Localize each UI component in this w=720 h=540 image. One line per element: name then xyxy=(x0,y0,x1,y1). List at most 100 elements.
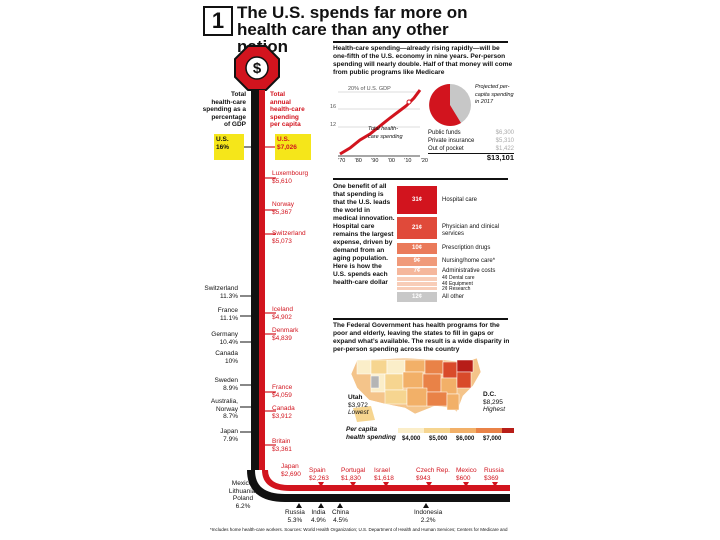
country-label: Sweden 8.9% xyxy=(214,377,239,392)
panel3-text: The Federal Government has health progra… xyxy=(333,322,510,353)
bar-drugs: 10¢ xyxy=(397,243,437,254)
x-tick: ’10 xyxy=(404,158,412,164)
bar-physician: 21¢ xyxy=(397,217,437,239)
legend-swatch xyxy=(502,428,514,433)
small-bar-row: 4¢ Dental care xyxy=(442,275,475,281)
marker-arrow xyxy=(318,482,324,487)
funding-table: Public funds $6,300 Private insurance $5,3… xyxy=(428,129,514,162)
panel-divider xyxy=(333,318,508,320)
marker-arrow xyxy=(337,503,343,508)
marker-arrow xyxy=(383,482,389,487)
bar-admin: 7¢ xyxy=(397,268,437,275)
us-pct-box: U.S. 16% xyxy=(214,134,244,160)
small-bar-labels: 4¢ Dental care 4¢ Equipment 2¢ Research xyxy=(442,275,475,293)
bar-label: Nursing/home care* xyxy=(442,258,496,264)
marker-arrow xyxy=(492,482,498,487)
line-label: Total health-care spending xyxy=(368,126,403,140)
country-label: Indonesia 2.2% xyxy=(414,509,443,524)
bar-label: Prescription drugs xyxy=(442,245,491,251)
country-label: Japan 7.9% xyxy=(220,428,238,443)
bar-dental xyxy=(397,277,437,281)
legend-line: annual xyxy=(270,98,291,106)
marker-arrow xyxy=(296,503,302,508)
bar-nursing: 9¢ xyxy=(397,257,437,266)
x-tick: ’00 xyxy=(387,158,395,164)
us-amount-box: U.S. $7,026 xyxy=(275,134,311,160)
map-legend-title: Per capita health spending xyxy=(346,426,396,441)
country-label: Germany 10.4% xyxy=(211,331,238,346)
table-row: Private insurance $5,310 xyxy=(428,138,514,144)
country-label: China 4.5% xyxy=(332,509,349,524)
svg-text:$: $ xyxy=(253,60,262,77)
country-label: Spain $2,263 xyxy=(309,467,329,482)
country-label: Luxembourg $5,610 xyxy=(272,170,309,185)
dc-label: D.C. $8,295 Highest xyxy=(483,391,506,413)
marker-arrow xyxy=(426,482,432,487)
legend-line: percentage xyxy=(211,113,246,121)
country-label: Russia $369 xyxy=(484,467,504,482)
legend-line: spending xyxy=(270,113,299,121)
bar-label: All other xyxy=(442,294,465,300)
bar-hospital: 31¢ xyxy=(397,186,437,214)
panel-divider xyxy=(333,178,508,180)
panel1-text: Health-care spending—already rising rapi… xyxy=(333,45,513,76)
footnote: *Includes home health-care workers. Sour… xyxy=(210,527,508,532)
legend-line: health-care xyxy=(270,106,305,113)
country-label: Australia, Norway 8.7% xyxy=(210,398,238,420)
legend-tick: $7,000 xyxy=(483,436,502,442)
legend-tick: $5,000 xyxy=(429,436,448,442)
pct-gdp-legend: Total health-care spending as a percenta… xyxy=(202,91,246,129)
panel-divider xyxy=(333,41,508,43)
country-label: Canada $3,912 xyxy=(272,405,295,420)
per-capita-legend: Total annual health-care spending per ca… xyxy=(270,91,320,129)
legend-line: health-care xyxy=(211,98,246,106)
bar-label: Physician and clinical services xyxy=(442,224,500,237)
x-axis-ticks: ’70 ’80 ’90 ’00 ’10 ’20 xyxy=(338,158,428,166)
table-row: Public funds $6,300 xyxy=(428,130,514,136)
us-label: U.S. xyxy=(277,136,290,143)
y-tick: 12 xyxy=(330,122,337,128)
pie-chart xyxy=(429,84,471,126)
country-label: Mexico $600 xyxy=(456,467,477,482)
country-label: Norway $5,367 xyxy=(272,201,295,216)
x-tick: ’80 xyxy=(354,158,362,164)
marker-arrow xyxy=(423,503,429,508)
country-label: Israel $1,618 xyxy=(374,467,394,482)
section-number: 1 xyxy=(203,6,233,36)
country-label: Czech Rep. $943 xyxy=(416,467,450,482)
marker-arrow xyxy=(318,503,324,508)
growth-line-chart xyxy=(338,89,422,157)
country-label: Russia 5.3% xyxy=(285,509,305,524)
table-total: $13,101 xyxy=(486,153,514,162)
y-tick: 16 xyxy=(330,104,337,110)
page-title: The U.S. spends far more on health care … xyxy=(237,3,468,55)
marker-arrow xyxy=(463,482,469,487)
legend-tick: $6,000 xyxy=(456,436,475,442)
legend-line: of GDP xyxy=(223,121,246,128)
country-label: France 11.1% xyxy=(217,307,238,322)
country-label: Mexico, Lithuania, Poland 6.2% xyxy=(228,480,258,510)
country-label: Japan $2,690 xyxy=(281,463,301,478)
us-amount: $7,026 xyxy=(277,143,297,151)
country-label: France $4,059 xyxy=(272,384,293,399)
legend-line: spending as a xyxy=(202,106,246,113)
small-bar-row: 2¢ Research xyxy=(442,286,471,292)
country-label: Portugal $1,830 xyxy=(341,467,366,482)
country-label: India 4.9% xyxy=(311,509,326,524)
country-label: Switzerland $5,073 xyxy=(272,230,306,245)
us-map xyxy=(350,357,482,422)
legend-tick: $4,000 xyxy=(402,436,421,442)
legend-line: Total xyxy=(270,91,286,98)
bar-label: Administrative costs xyxy=(442,268,496,274)
x-tick: ’70 xyxy=(338,158,346,164)
us-pct: 16% xyxy=(216,143,230,151)
legend-line: per capita xyxy=(270,121,301,128)
country-label: Canada 10% xyxy=(215,350,238,365)
country-label: Denmark $4,839 xyxy=(272,327,299,342)
bar-research xyxy=(397,287,437,290)
x-tick: ’20 xyxy=(420,158,428,164)
legend-swatch xyxy=(476,428,502,433)
legend-line: Total xyxy=(230,91,246,98)
marker-arrow xyxy=(350,482,356,487)
